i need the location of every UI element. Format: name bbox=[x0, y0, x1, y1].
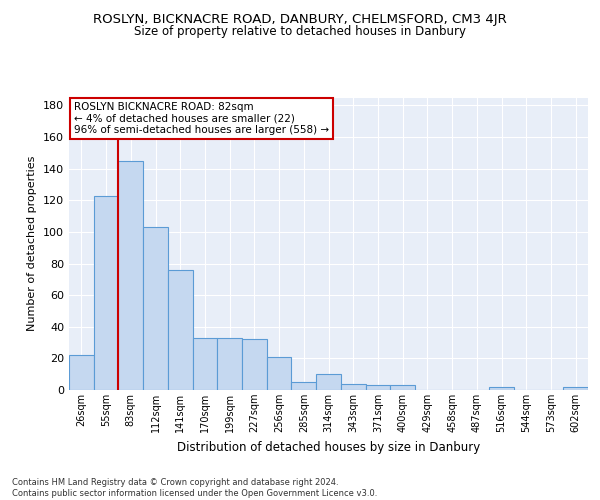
Bar bbox=[69, 355, 94, 390]
X-axis label: Distribution of detached houses by size in Danbury: Distribution of detached houses by size … bbox=[177, 440, 480, 454]
Bar bbox=[118, 160, 143, 390]
Text: ROSLYN, BICKNACRE ROAD, DANBURY, CHELMSFORD, CM3 4JR: ROSLYN, BICKNACRE ROAD, DANBURY, CHELMSF… bbox=[93, 12, 507, 26]
Bar bbox=[316, 374, 341, 390]
Text: Contains HM Land Registry data © Crown copyright and database right 2024.
Contai: Contains HM Land Registry data © Crown c… bbox=[12, 478, 377, 498]
Y-axis label: Number of detached properties: Number of detached properties bbox=[28, 156, 37, 332]
Bar bbox=[217, 338, 242, 390]
Bar bbox=[292, 382, 316, 390]
Text: Size of property relative to detached houses in Danbury: Size of property relative to detached ho… bbox=[134, 25, 466, 38]
Bar bbox=[341, 384, 365, 390]
Bar bbox=[143, 227, 168, 390]
Bar bbox=[489, 387, 514, 390]
Bar bbox=[365, 386, 390, 390]
Bar bbox=[390, 386, 415, 390]
Bar bbox=[168, 270, 193, 390]
Bar bbox=[267, 357, 292, 390]
Bar bbox=[563, 387, 588, 390]
Text: ROSLYN BICKNACRE ROAD: 82sqm
← 4% of detached houses are smaller (22)
96% of sem: ROSLYN BICKNACRE ROAD: 82sqm ← 4% of det… bbox=[74, 102, 329, 135]
Bar bbox=[193, 338, 217, 390]
Bar bbox=[94, 196, 118, 390]
Bar bbox=[242, 340, 267, 390]
